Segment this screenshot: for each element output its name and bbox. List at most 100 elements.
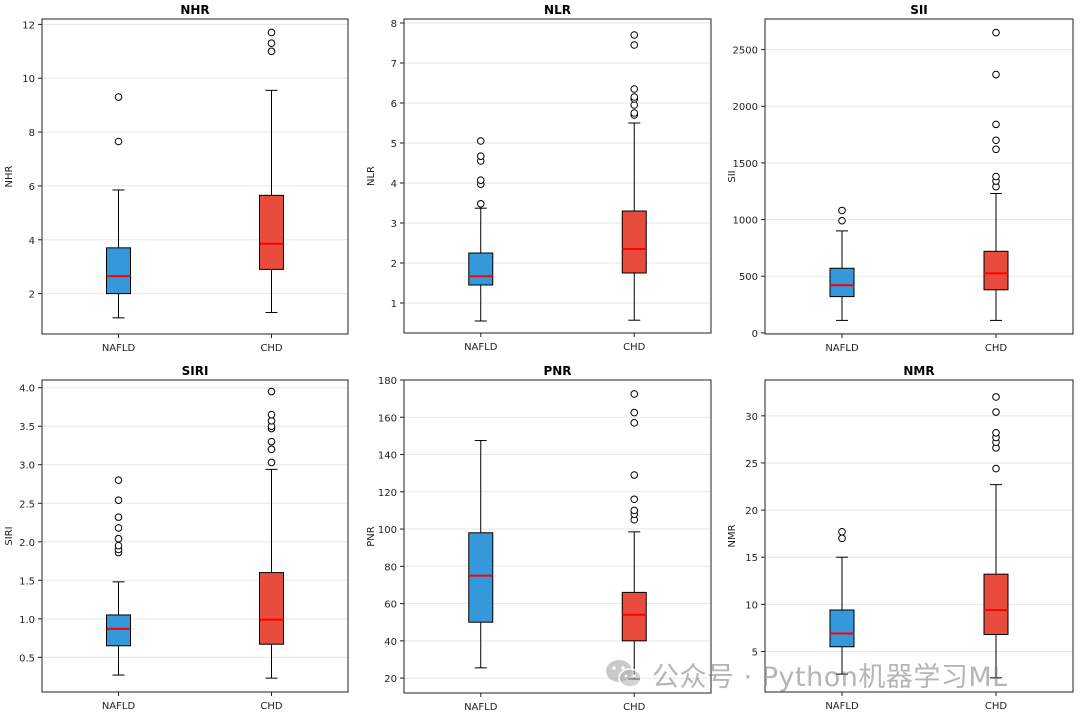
- x-tick-label: NAFLD: [102, 343, 136, 354]
- box-chd: [259, 387, 284, 679]
- iqr-box: [259, 572, 284, 645]
- y-tick-label: 0.5: [19, 653, 35, 664]
- outlier-point: [630, 109, 639, 117]
- y-tick-label: 5: [391, 139, 397, 150]
- y-axis-label: NLR: [366, 166, 377, 186]
- outlier-point: [838, 216, 846, 225]
- iqr-box: [983, 573, 1009, 636]
- y-tick-label: 4.0: [19, 384, 35, 395]
- y-tick-label: 6: [391, 99, 397, 110]
- outlier-point: [992, 70, 1000, 79]
- box-chd: [259, 28, 284, 313]
- x-tick-label: NAFLD: [102, 701, 136, 712]
- outlier-point: [476, 152, 485, 160]
- y-tick-label: 2: [391, 259, 397, 270]
- iqr-box: [621, 591, 647, 642]
- y-axis-label: SIRI: [4, 526, 15, 545]
- panel-nmr: 5 10 15 20 25 30 NAFLD CHD NMR NMR: [727, 364, 1074, 712]
- iqr-box: [468, 252, 494, 286]
- panel-nlr: 1 2 3 4 5 6 7 8 NAFLD CHD NLR NLR: [366, 3, 712, 353]
- iqr-box: [106, 247, 131, 295]
- outlier-point: [630, 41, 639, 49]
- box-nafld: [468, 137, 494, 322]
- outlier-point: [992, 28, 1000, 37]
- y-tick-label: 25: [745, 459, 758, 470]
- y-tick-label: 1: [391, 299, 397, 310]
- outlier-point: [630, 85, 639, 93]
- outlier-point: [992, 393, 1000, 401]
- chart-title: NLR: [544, 3, 571, 17]
- axes-frame: [41, 379, 349, 693]
- y-tick-label: 2.0: [19, 538, 35, 549]
- outlier-point: [267, 410, 276, 419]
- y-tick-label: 15: [745, 553, 758, 564]
- outlier-point: [992, 136, 1000, 145]
- y-tick-label: 5: [752, 647, 758, 658]
- outlier-point: [630, 495, 639, 504]
- y-tick-label: 20: [745, 506, 758, 517]
- y-tick-label: 80: [384, 562, 397, 573]
- outlier-point: [476, 137, 485, 145]
- outlier-point: [114, 534, 123, 543]
- outlier-point: [630, 419, 639, 427]
- y-tick-label: 6: [29, 182, 35, 193]
- y-tick-label: 60: [384, 600, 397, 611]
- x-tick-label: NAFLD: [825, 701, 859, 712]
- outlier-point: [114, 93, 123, 101]
- y-tick-label: 3.0: [19, 461, 35, 472]
- outlier-point: [267, 437, 276, 446]
- y-tick-label: 100: [378, 525, 397, 536]
- outlier-point: [630, 408, 639, 417]
- x-tick-label: CHD: [985, 701, 1008, 712]
- iqr-box: [829, 609, 855, 648]
- y-tick-label: 1.5: [19, 576, 35, 587]
- outlier-point: [267, 417, 276, 425]
- outlier-point: [630, 93, 639, 101]
- chart-title: NMR: [903, 364, 934, 378]
- y-tick-label: 140: [378, 451, 397, 462]
- outlier-point: [114, 476, 123, 484]
- outlier-point: [992, 428, 1000, 437]
- outlier-point: [992, 145, 1000, 154]
- panel-nhr: 2 4 6 8 10 12 NAFLD CHD NHR NHR: [4, 3, 349, 354]
- box-chd: [983, 28, 1009, 321]
- box-nafld: [468, 440, 494, 669]
- y-tick-label: 12: [22, 20, 35, 31]
- y-tick-label: 3: [391, 219, 397, 230]
- y-tick-label: 7: [391, 59, 397, 70]
- outlier-point: [838, 206, 846, 215]
- wechat-icon: [606, 660, 642, 688]
- outlier-point: [476, 176, 485, 184]
- y-tick-label: 120: [378, 488, 397, 499]
- outlier-point: [992, 120, 1000, 129]
- box-nafld: [106, 476, 131, 676]
- x-tick-label: CHD: [623, 702, 646, 713]
- outlier-point: [267, 445, 276, 454]
- y-axis-label: PNR: [366, 526, 377, 547]
- axes-frame: [764, 18, 1074, 335]
- iqr-box: [106, 614, 131, 647]
- outlier-point: [267, 39, 276, 48]
- y-tick-label: 3.5: [19, 422, 35, 433]
- y-tick-label: 1000: [733, 216, 758, 227]
- y-axis-label: NHR: [4, 165, 15, 187]
- x-tick-label: NAFLD: [825, 343, 859, 354]
- y-tick-label: 20: [384, 674, 397, 685]
- box-chd: [621, 390, 647, 680]
- chart-title: SIRI: [182, 364, 209, 378]
- outlier-point: [630, 506, 639, 515]
- outlier-point: [630, 471, 639, 479]
- outlier-point: [267, 387, 276, 396]
- outlier-point: [114, 541, 123, 550]
- y-tick-label: 30: [745, 412, 758, 423]
- y-tick-label: 2: [29, 290, 35, 301]
- x-tick-label: CHD: [260, 701, 283, 712]
- iqr-box: [621, 210, 647, 274]
- x-tick-label: NAFLD: [464, 702, 498, 713]
- outlier-point: [838, 527, 846, 536]
- iqr-box: [468, 532, 494, 623]
- chart-title: NHR: [180, 3, 209, 17]
- y-tick-label: 0: [752, 329, 758, 340]
- y-tick-label: 180: [378, 376, 397, 387]
